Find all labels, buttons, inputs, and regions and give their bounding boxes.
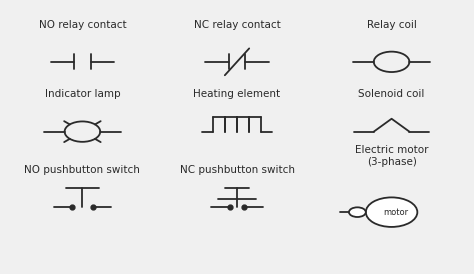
Text: Solenoid coil: Solenoid coil [358, 89, 425, 99]
Text: Heating element: Heating element [193, 89, 281, 99]
Circle shape [349, 207, 366, 217]
Text: Electric motor
(3-phase): Electric motor (3-phase) [355, 145, 428, 167]
Text: motor: motor [383, 208, 408, 217]
Text: NO relay contact: NO relay contact [38, 20, 126, 30]
Text: NC pushbutton switch: NC pushbutton switch [180, 165, 294, 175]
Text: NO pushbutton switch: NO pushbutton switch [25, 165, 140, 175]
Text: NC relay contact: NC relay contact [193, 20, 281, 30]
Text: Indicator lamp: Indicator lamp [45, 89, 120, 99]
Text: Relay coil: Relay coil [367, 20, 417, 30]
Circle shape [366, 197, 417, 227]
